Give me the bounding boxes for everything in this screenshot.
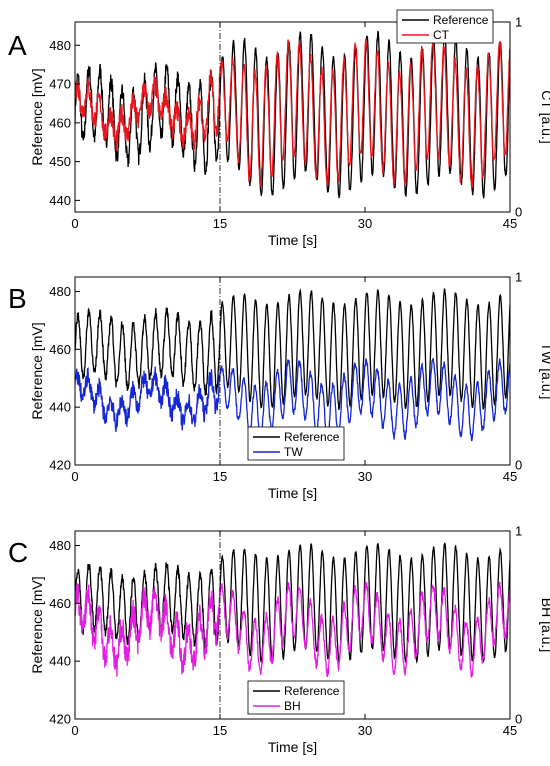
plot-frame — [74, 276, 511, 466]
y-tick-label: 460 — [49, 342, 71, 357]
y-tick-label: 460 — [49, 115, 71, 130]
legend-label: CT — [433, 28, 450, 42]
plot-frame — [74, 21, 511, 213]
x-tick-label: 30 — [358, 469, 372, 484]
legend-label: TW — [284, 445, 303, 459]
series-line-bh — [75, 581, 510, 678]
y-tick-label: 440 — [49, 654, 71, 669]
legend-box — [247, 426, 345, 461]
x-tick-label: 30 — [358, 216, 372, 231]
legend-label: Reference — [284, 684, 340, 698]
y-tick-label: 460 — [49, 596, 71, 611]
y2-tick-label: 0 — [515, 458, 522, 473]
y-tick-label: 480 — [49, 38, 71, 53]
x-tick-label: 0 — [71, 469, 78, 484]
y-axis-label: Reference [mV] — [29, 68, 45, 165]
chart-panel-B: 0 15 30 45 420 440 460 480 0 1 Time [s] Reference [… — [8, 270, 550, 502]
y-tick-label: 440 — [49, 400, 71, 415]
legend-label: Reference — [284, 430, 340, 444]
series-line-tw — [75, 357, 510, 442]
y-tick-label: 470 — [49, 77, 71, 92]
x-tick-label: 45 — [503, 723, 517, 738]
chart-panel-A: 0 15 30 45 440 450 460 470 480 0 1 Time [s] Referenc… — [8, 9, 550, 248]
chart-panel-C: 0 15 30 45 420 440 460 480 0 1 Time [s] Reference [… — [8, 524, 550, 756]
y-axis-label: Reference [mV] — [29, 322, 45, 419]
series-line-reference — [75, 288, 510, 411]
y2-tick-label: 1 — [515, 270, 522, 285]
legend-label: Reference — [433, 13, 489, 27]
legend-box — [396, 9, 494, 44]
y-tick-label: 480 — [49, 284, 71, 299]
legend-label: BH — [284, 699, 301, 713]
x-tick-label: 15 — [213, 469, 227, 484]
x-tick-label: 45 — [503, 216, 517, 231]
y-axis-label: Reference [mV] — [29, 576, 45, 673]
panel-label: B — [8, 283, 27, 314]
x-tick-label: 15 — [213, 723, 227, 738]
y-tick-label: 450 — [49, 154, 71, 169]
y-tick-label: 440 — [49, 193, 71, 208]
x-tick-label: 15 — [213, 216, 227, 231]
y2-tick-label: 1 — [515, 15, 522, 30]
x-tick-label: 0 — [71, 216, 78, 231]
x-axis-label: Time [s] — [268, 739, 317, 755]
series-line-ct — [75, 36, 510, 189]
x-tick-label: 0 — [71, 723, 78, 738]
series-line-reference — [75, 542, 510, 665]
y-tick-label: 420 — [49, 458, 71, 473]
panel-label: A — [8, 30, 27, 61]
panel-label: C — [8, 537, 28, 568]
y2-axis-label: BH [a.u.] — [539, 598, 550, 652]
x-tick-label: 30 — [358, 723, 372, 738]
y2-axis-label: TW [a.u.] — [539, 343, 550, 400]
x-axis-label: Time [s] — [268, 232, 317, 248]
x-axis-label: Time [s] — [268, 485, 317, 501]
y2-tick-label: 0 — [515, 712, 522, 727]
x-tick-label: 45 — [503, 469, 517, 484]
y-tick-label: 480 — [49, 538, 71, 553]
y-tick-label: 420 — [49, 712, 71, 727]
plot-frame — [74, 530, 511, 720]
legend-box — [247, 680, 345, 715]
y2-axis-label: CT [a.u.] — [539, 90, 550, 143]
y2-tick-label: 0 — [515, 205, 522, 220]
y2-tick-label: 1 — [515, 524, 522, 539]
